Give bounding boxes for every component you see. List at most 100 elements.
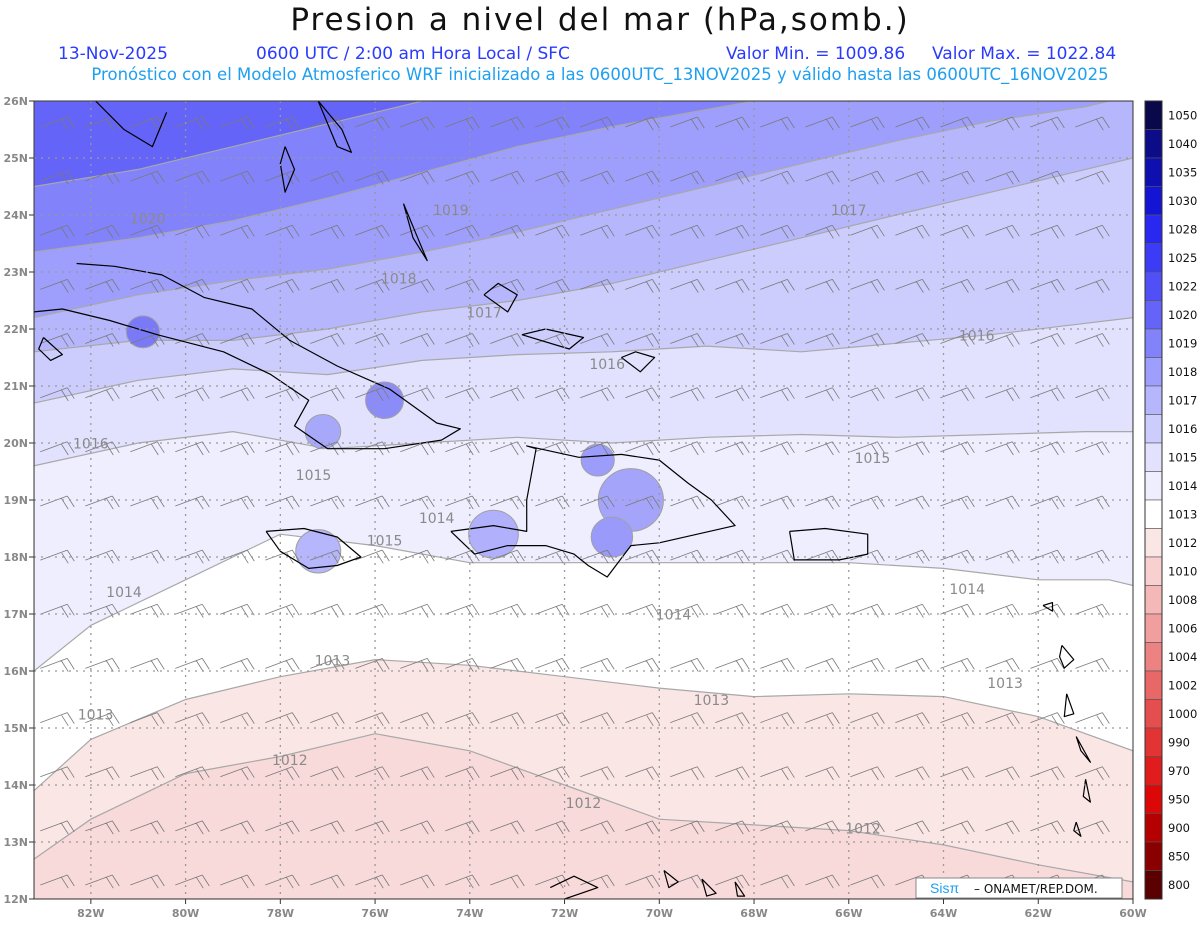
legend-label: 970 bbox=[1168, 764, 1190, 778]
coastline-2 bbox=[265, 527, 362, 569]
lon-tick-label: 64W bbox=[930, 907, 957, 920]
lat-tick-label: 13N bbox=[3, 836, 28, 849]
lat-lon-grid bbox=[34, 101, 1133, 899]
contour-label: 1017 bbox=[466, 306, 502, 322]
legend-label: 1035 bbox=[1168, 165, 1197, 179]
coastline-22 bbox=[734, 881, 746, 897]
lat-tick-label: 15N bbox=[3, 722, 28, 735]
legend-label: 1020 bbox=[1168, 308, 1197, 322]
coastline-13 bbox=[1059, 645, 1075, 669]
legend-label: 1017 bbox=[1168, 393, 1197, 407]
legend-swatch-1010 bbox=[1144, 556, 1163, 586]
legend-label: 800 bbox=[1168, 878, 1190, 892]
coastline-16 bbox=[1082, 779, 1091, 803]
lat-tick-label: 24N bbox=[3, 209, 28, 222]
lon-tick-label: 76W bbox=[361, 907, 388, 920]
legend-swatch-1030 bbox=[1144, 186, 1163, 216]
coastline-1 bbox=[38, 337, 63, 361]
lon-tick-label: 60W bbox=[1119, 907, 1146, 920]
legend-label: 1010 bbox=[1168, 564, 1197, 578]
min-value: Valor Min. = 1009.86 bbox=[726, 44, 906, 64]
legend-swatch-1018 bbox=[1144, 357, 1163, 387]
legend-swatch-1014 bbox=[1144, 471, 1163, 501]
lat-tick-label: 19N bbox=[3, 494, 28, 507]
contour-label: 1012 bbox=[272, 753, 308, 769]
lon-tick-label: 66W bbox=[835, 907, 862, 920]
lat-tick-label: 21N bbox=[3, 380, 28, 393]
contour-label: 1016 bbox=[959, 328, 995, 344]
contour-label: 1013 bbox=[315, 653, 351, 669]
coastline-17 bbox=[1073, 821, 1082, 837]
legend-label: 850 bbox=[1168, 849, 1190, 863]
contour-label: 1019 bbox=[433, 203, 469, 219]
wind-barbs bbox=[40, 116, 1110, 889]
page-title: Presion a nivel del mar (hPa,somb.) bbox=[290, 2, 910, 38]
local-high-7 bbox=[580, 443, 615, 477]
coastline-4 bbox=[789, 527, 869, 561]
lat-tick-label: 20N bbox=[3, 437, 28, 450]
lon-tick-label: 80W bbox=[172, 907, 199, 920]
coastline-5 bbox=[279, 146, 296, 193]
legend-swatch-1017 bbox=[1144, 385, 1163, 415]
legend-label: 1006 bbox=[1168, 621, 1197, 635]
credit-logo: Sisπ bbox=[930, 880, 959, 896]
coastline-6 bbox=[317, 101, 352, 153]
legend-label: 900 bbox=[1168, 821, 1190, 835]
legend-swatch-1004 bbox=[1144, 642, 1163, 672]
contour-label: 1014 bbox=[106, 585, 142, 601]
contour-labels: 1020 1019 1018 1017 1017 1016 1016 1016 1015 1015… bbox=[73, 203, 1023, 837]
legend-label: 950 bbox=[1168, 792, 1190, 806]
contour-label: 1014 bbox=[656, 608, 692, 624]
legend-swatch-1016 bbox=[1144, 414, 1163, 444]
contour-label: 1016 bbox=[589, 357, 625, 373]
coastline-20 bbox=[663, 870, 679, 889]
color-legend: 1050 1040 1035 1030 1028 1025 1022 1020 1019 1018… bbox=[1144, 100, 1197, 900]
forecast-time: 0600 UTC / 2:00 am Hora Local / SFC bbox=[256, 44, 570, 64]
coastline-15 bbox=[1075, 736, 1091, 763]
legend-label: 1002 bbox=[1168, 678, 1197, 692]
contour-label: 1013 bbox=[987, 676, 1023, 692]
contour-label: 1012 bbox=[845, 821, 881, 837]
legend-label: 1014 bbox=[1168, 479, 1197, 493]
coastline-7 bbox=[402, 203, 428, 262]
contour-label: 1018 bbox=[381, 271, 417, 287]
lat-tick-label: 16N bbox=[3, 665, 28, 678]
lat-tick-label: 18N bbox=[3, 551, 28, 564]
wind-barb-field bbox=[40, 116, 1110, 889]
legend-label: 1000 bbox=[1168, 707, 1197, 721]
legend-label: 1015 bbox=[1168, 450, 1197, 464]
local-high-5 bbox=[468, 509, 519, 559]
legend-label: 990 bbox=[1168, 735, 1190, 749]
contour-label: 1012 bbox=[566, 796, 602, 812]
legend-swatch-1012 bbox=[1144, 528, 1163, 558]
legend-label: 1012 bbox=[1168, 536, 1197, 550]
legend-swatch-990 bbox=[1144, 727, 1163, 757]
contour-label: 1015 bbox=[855, 451, 891, 467]
legend-swatch-1040 bbox=[1144, 129, 1163, 159]
lon-tick-label: 62W bbox=[1025, 907, 1052, 920]
contour-label: 1014 bbox=[419, 511, 455, 527]
legend-label: 1019 bbox=[1168, 336, 1197, 350]
contour-label: 1016 bbox=[73, 437, 109, 453]
legend-label: 1004 bbox=[1168, 650, 1197, 664]
legend-label: 1025 bbox=[1168, 251, 1197, 265]
coastline-19 bbox=[550, 875, 599, 899]
legend-label: 1013 bbox=[1168, 507, 1197, 521]
legend-label: 1022 bbox=[1168, 279, 1197, 293]
coastline-11 bbox=[621, 351, 656, 373]
legend-label: 1018 bbox=[1168, 365, 1197, 379]
band-1020 bbox=[34, 101, 432, 188]
legend-swatch-800 bbox=[1144, 870, 1163, 900]
legend-label: 1016 bbox=[1168, 422, 1197, 436]
legend-label: 1028 bbox=[1168, 222, 1197, 236]
contour-label: 1014 bbox=[949, 582, 985, 598]
model-subtitle: Pronóstico con el Modelo Atmosferico WRF… bbox=[91, 65, 1109, 84]
legend-swatch-950 bbox=[1144, 784, 1163, 814]
coastline-9 bbox=[483, 282, 518, 313]
local-high-1 bbox=[365, 381, 404, 419]
legend-swatch-1008 bbox=[1144, 585, 1163, 615]
axis-ticks: 82W 80W 78W 76W 74W 72W 70W 68W 66W 64W 62W 60W 26N 2… bbox=[3, 95, 1146, 920]
lon-tick-label: 72W bbox=[551, 907, 578, 920]
legend-swatch-1019 bbox=[1144, 328, 1163, 358]
